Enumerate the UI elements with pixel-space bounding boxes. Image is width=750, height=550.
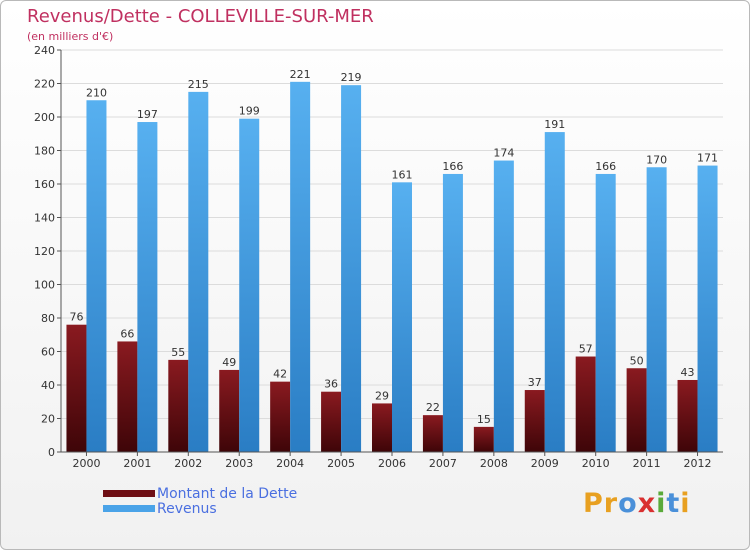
bar-revenus bbox=[86, 100, 107, 452]
data-label-debt: 22 bbox=[426, 401, 440, 414]
legend-swatch-revenus bbox=[103, 505, 155, 512]
data-label-debt: 15 bbox=[477, 413, 491, 426]
data-label-revenus: 171 bbox=[697, 152, 718, 165]
bar-revenus bbox=[697, 165, 718, 452]
bar-debt bbox=[219, 369, 240, 452]
y-tick-label: 200 bbox=[34, 111, 55, 124]
x-tick-label: 2010 bbox=[582, 457, 610, 470]
legend-label-revenus: Revenus bbox=[157, 501, 217, 517]
chart-title: Revenus/Dette - COLLEVILLE-SUR-MER bbox=[27, 6, 374, 27]
chart-subtitle: (en milliers d'€) bbox=[27, 30, 114, 43]
bar-revenus bbox=[239, 118, 260, 453]
bar-revenus bbox=[493, 160, 514, 453]
data-label-debt: 36 bbox=[324, 378, 338, 391]
data-label-revenus: 221 bbox=[290, 68, 311, 81]
bar-debt bbox=[677, 379, 698, 452]
y-tick-label: 40 bbox=[41, 379, 55, 392]
data-label-revenus: 170 bbox=[646, 153, 667, 166]
proxiti-logo: Proxiti bbox=[583, 488, 691, 519]
bar-revenus bbox=[544, 132, 565, 452]
bar-debt bbox=[270, 381, 291, 452]
logo-letter: r bbox=[603, 488, 619, 519]
bar-debt bbox=[626, 368, 647, 452]
data-label-revenus: 219 bbox=[341, 71, 362, 84]
y-tick-label: 100 bbox=[34, 279, 55, 292]
y-tick-label: 220 bbox=[34, 78, 55, 91]
bar-debt bbox=[422, 415, 443, 452]
bar-debt bbox=[372, 403, 392, 452]
bar-revenus bbox=[290, 81, 311, 452]
y-tick-label: 140 bbox=[34, 212, 55, 225]
x-tick-label: 2008 bbox=[480, 457, 508, 470]
data-label-revenus: 210 bbox=[86, 86, 107, 99]
bar-revenus bbox=[392, 182, 412, 452]
data-label-revenus: 199 bbox=[239, 105, 260, 118]
data-label-revenus: 166 bbox=[442, 160, 463, 173]
data-label-revenus: 197 bbox=[137, 108, 158, 121]
logo-letter: x bbox=[637, 488, 657, 519]
logo-letter: i bbox=[680, 488, 691, 519]
bar-debt bbox=[168, 359, 189, 452]
logo-letter: P bbox=[583, 488, 604, 519]
y-tick-label: 120 bbox=[34, 245, 55, 258]
x-tick-label: 2003 bbox=[225, 457, 253, 470]
data-label-revenus: 166 bbox=[595, 160, 616, 173]
data-label-revenus: 161 bbox=[392, 168, 413, 181]
x-tick-label: 2002 bbox=[174, 457, 202, 470]
data-label-debt: 57 bbox=[579, 343, 593, 356]
y-tick-label: 180 bbox=[34, 145, 55, 158]
data-label-debt: 42 bbox=[273, 368, 287, 381]
bar-revenus bbox=[442, 173, 463, 452]
bar-revenus bbox=[646, 167, 667, 452]
bar-revenus bbox=[137, 122, 158, 453]
y-tick-label: 240 bbox=[34, 44, 55, 57]
logo-letter: o bbox=[618, 488, 638, 519]
data-label-debt: 43 bbox=[681, 366, 695, 379]
x-tick-label: 2004 bbox=[276, 457, 304, 470]
bar-debt bbox=[575, 356, 596, 452]
data-label-debt: 66 bbox=[120, 327, 134, 340]
data-label-debt: 29 bbox=[375, 389, 389, 402]
bar-revenus bbox=[595, 173, 616, 452]
bar-revenus bbox=[341, 85, 362, 453]
bar-debt bbox=[66, 324, 87, 452]
data-label-debt: 55 bbox=[171, 346, 185, 359]
bar-debt bbox=[524, 390, 545, 452]
y-tick-label: 20 bbox=[41, 413, 55, 426]
logo-letter: t bbox=[666, 488, 681, 519]
x-tick-label: 2007 bbox=[429, 457, 457, 470]
bar-debt bbox=[473, 426, 494, 452]
axes: 0 20 40 60 80 100 120 140 160 180 200 220 240 2000 200… bbox=[34, 44, 723, 470]
x-tick-label: 2005 bbox=[327, 457, 355, 470]
data-label-debt: 49 bbox=[222, 356, 236, 369]
logo-letter: i bbox=[656, 488, 667, 519]
data-label-revenus: 174 bbox=[493, 147, 514, 160]
x-tick-label: 2012 bbox=[684, 457, 712, 470]
bar-revenus bbox=[188, 91, 209, 452]
data-label-debt: 76 bbox=[69, 311, 83, 324]
bar-debt bbox=[321, 391, 342, 452]
y-tick-label: 160 bbox=[34, 178, 55, 191]
data-label-debt: 50 bbox=[630, 354, 644, 367]
legend-label-debt: Montant de la Dette bbox=[157, 486, 298, 502]
y-tick-label: 60 bbox=[41, 346, 55, 359]
bar-debt bbox=[117, 341, 138, 452]
data-label-revenus: 215 bbox=[188, 78, 209, 91]
bars bbox=[66, 81, 718, 453]
x-tick-label: 2001 bbox=[123, 457, 151, 470]
x-tick-label: 2011 bbox=[633, 457, 661, 470]
x-tick-label: 2009 bbox=[531, 457, 559, 470]
legend-swatch-debt bbox=[103, 490, 155, 497]
y-tick-label: 0 bbox=[48, 446, 55, 459]
y-tick-label: 80 bbox=[41, 312, 55, 325]
x-tick-label: 2006 bbox=[378, 457, 406, 470]
data-label-revenus: 191 bbox=[544, 118, 565, 131]
data-label-debt: 37 bbox=[528, 376, 542, 389]
labels: 76 210 66 197 55 215 49 199 42 221 36 219 29 161 22 166… bbox=[69, 68, 718, 426]
x-tick-label: 2000 bbox=[72, 457, 100, 470]
